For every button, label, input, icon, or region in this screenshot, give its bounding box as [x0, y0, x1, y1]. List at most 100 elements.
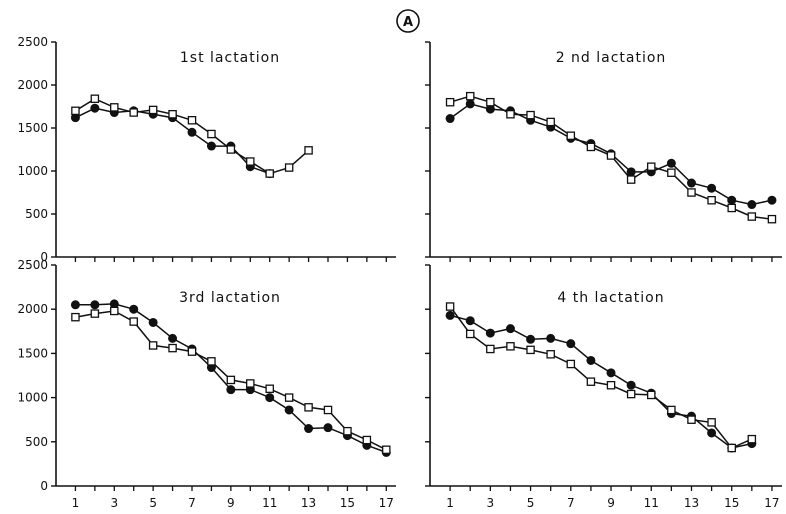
y-tick-label: 2500	[17, 258, 48, 272]
data-point-square	[506, 342, 515, 351]
x-tick-label: 13	[684, 496, 699, 510]
data-point-square	[486, 97, 495, 107]
panel-title: 1st lactation	[180, 50, 280, 66]
data-point-square	[767, 214, 777, 224]
data-point-circle	[109, 299, 119, 309]
data-point-square	[129, 317, 138, 326]
data-point-square	[148, 341, 158, 350]
data-point-square	[187, 347, 197, 356]
data-point-square	[526, 110, 535, 120]
data-point-square	[687, 188, 696, 197]
data-point-square	[187, 116, 197, 125]
data-point-square	[168, 343, 177, 353]
data-point-circle	[586, 355, 596, 365]
data-point-square	[265, 169, 274, 178]
data-point-square	[647, 162, 656, 171]
data-point-square	[265, 384, 274, 394]
data-point-square	[687, 415, 696, 424]
series-line	[449, 314, 752, 449]
data-point-circle	[485, 328, 495, 338]
x-tick-label: 1	[446, 496, 454, 510]
panel-title: 2 nd lactation	[556, 50, 667, 66]
data-point-square	[90, 309, 100, 318]
series-open-square	[71, 94, 313, 178]
panel-title: 3rd lactation	[179, 290, 281, 306]
data-point-square	[707, 418, 716, 427]
y-tick-label: 2000	[17, 78, 48, 92]
data-point-square	[727, 203, 736, 213]
data-point-square	[566, 359, 576, 369]
data-point-circle	[606, 368, 616, 378]
x-tick-label: 15	[340, 496, 355, 510]
data-point-circle	[168, 333, 178, 343]
data-point-square	[667, 405, 676, 415]
data-point-circle	[226, 385, 236, 395]
data-point-square	[727, 443, 736, 453]
data-point-square	[647, 390, 656, 400]
data-point-square	[129, 108, 138, 117]
data-point-square	[707, 195, 716, 205]
y-tick-label: 0	[40, 250, 48, 264]
figure-label-badge: A	[396, 9, 420, 33]
data-point-circle	[747, 200, 757, 210]
data-point-square	[304, 403, 313, 412]
x-tick-label: 13	[301, 496, 316, 510]
y-tick-label: 500	[25, 207, 48, 221]
data-point-square	[110, 103, 119, 112]
x-tick-label: 15	[724, 496, 739, 510]
data-point-circle	[707, 183, 717, 193]
data-point-circle	[626, 167, 636, 177]
data-point-circle	[265, 393, 275, 403]
data-point-square	[362, 435, 372, 445]
data-point-square	[546, 350, 555, 359]
data-point-square	[445, 302, 455, 311]
series-open-square	[445, 91, 777, 224]
x-tick-label: 9	[227, 496, 235, 510]
data-point-circle	[626, 380, 636, 390]
data-point-square	[586, 377, 596, 386]
x-tick-label: 3	[110, 496, 118, 510]
data-point-circle	[206, 141, 216, 151]
data-point-square	[465, 91, 475, 101]
y-tick-label: 1000	[17, 164, 48, 178]
data-point-square	[566, 131, 576, 140]
series-line	[449, 306, 753, 449]
data-point-square	[506, 109, 515, 119]
y-tick-label: 500	[25, 435, 48, 449]
data-point-square	[486, 344, 495, 354]
y-tick-label: 1500	[17, 121, 48, 135]
data-point-circle	[505, 324, 515, 334]
data-point-circle	[70, 300, 80, 310]
chart-panel-4: 1 3 5 7 9 11 13 15 174 th lactation	[425, 264, 782, 510]
chart-panel-1: 0 500 1000 1500 2000 2500 1st lactation	[17, 35, 396, 264]
y-tick-label: 2500	[17, 35, 48, 49]
data-point-square	[246, 157, 255, 166]
data-point-circle	[284, 405, 294, 415]
data-point-square	[168, 109, 177, 119]
panel-title: 4 th lactation	[557, 290, 664, 306]
figure-label-circle	[396, 9, 420, 33]
data-point-circle	[465, 316, 475, 326]
data-point-square	[626, 389, 636, 399]
chart-panel-2: 2 nd lactation	[425, 41, 782, 262]
data-point-square	[445, 97, 455, 107]
data-point-square	[747, 212, 757, 221]
data-point-circle	[727, 195, 737, 205]
series-open-square	[445, 302, 757, 453]
data-point-square	[382, 445, 391, 455]
data-point-square	[207, 129, 216, 139]
y-tick-label: 2000	[17, 302, 48, 316]
data-point-circle	[445, 114, 455, 124]
data-point-square	[148, 105, 158, 115]
data-point-square	[226, 375, 236, 385]
data-point-circle	[90, 103, 100, 113]
data-point-circle	[526, 334, 536, 344]
data-point-square	[606, 380, 616, 390]
data-point-square	[343, 426, 352, 436]
data-point-circle	[129, 304, 139, 314]
data-point-square	[71, 312, 80, 322]
series-filled-circle	[445, 310, 757, 453]
